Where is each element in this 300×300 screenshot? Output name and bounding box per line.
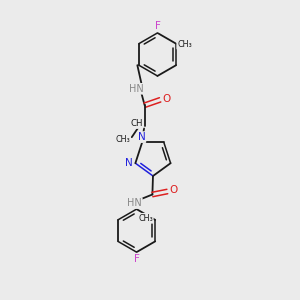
- Text: F: F: [134, 254, 140, 264]
- Text: O: O: [170, 185, 178, 195]
- Text: N: N: [125, 158, 133, 168]
- Text: HN: HN: [129, 84, 144, 94]
- Text: HN: HN: [127, 198, 142, 208]
- Text: CH₃: CH₃: [116, 135, 130, 144]
- Text: F: F: [154, 21, 160, 32]
- Text: CH₃: CH₃: [138, 214, 153, 223]
- Text: CH₃: CH₃: [177, 40, 192, 49]
- Text: N: N: [138, 132, 146, 142]
- Text: CH: CH: [130, 119, 142, 128]
- Text: O: O: [163, 94, 171, 103]
